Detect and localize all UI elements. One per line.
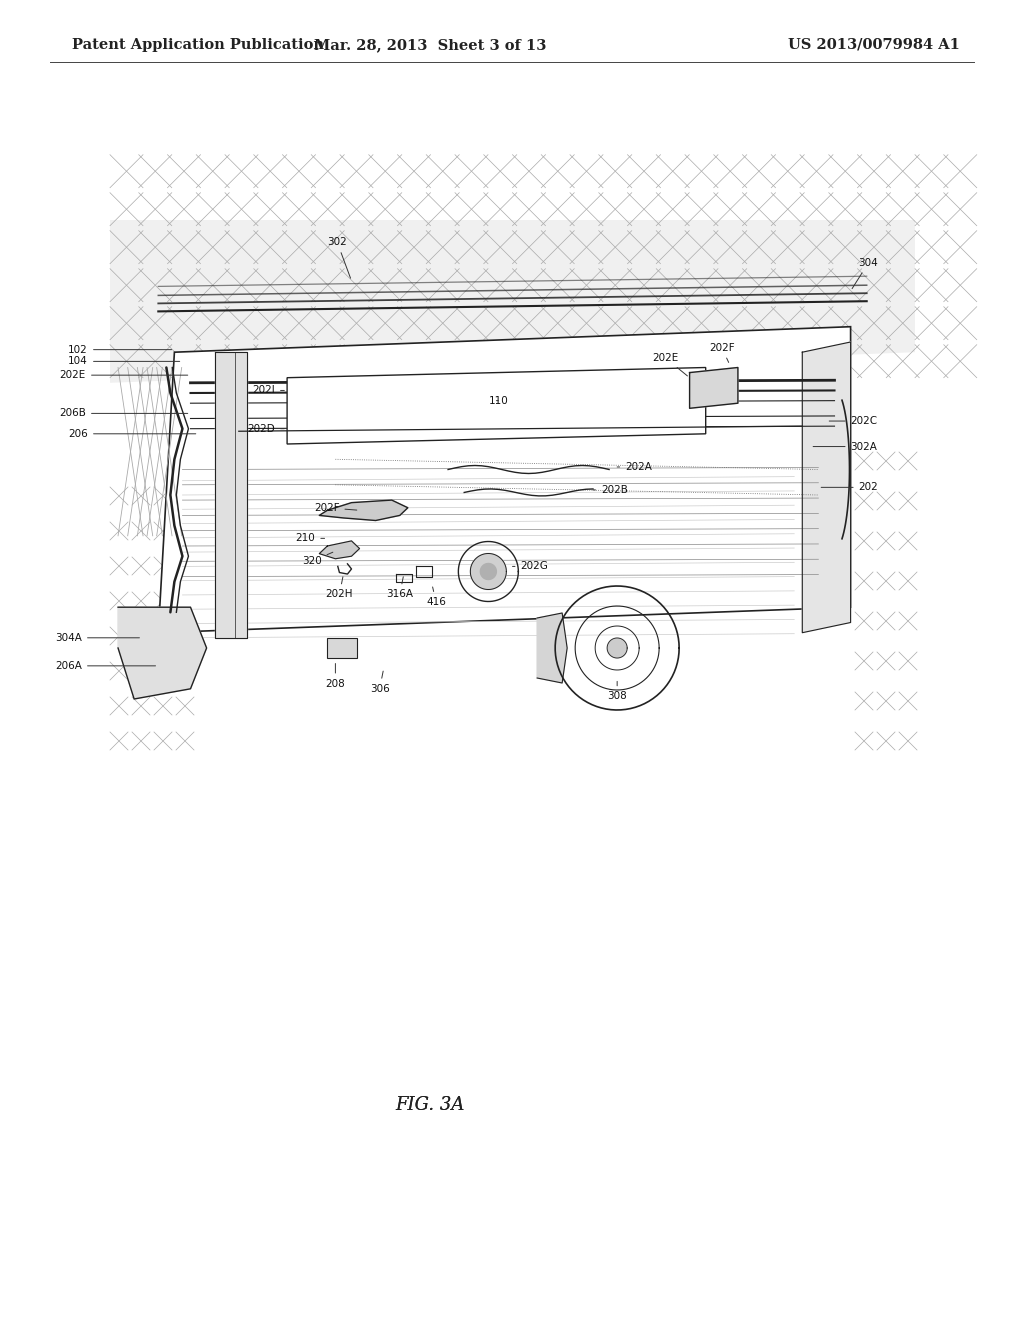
Polygon shape xyxy=(287,367,706,444)
Text: 202E: 202E xyxy=(59,370,187,380)
Text: 202: 202 xyxy=(821,482,879,492)
Text: Patent Application Publication: Patent Application Publication xyxy=(72,38,324,51)
Polygon shape xyxy=(480,564,497,579)
Polygon shape xyxy=(470,553,506,590)
Text: FIG. 3A: FIG. 3A xyxy=(395,1096,465,1114)
Text: 316A: 316A xyxy=(386,577,414,599)
Text: FIG. 3A: FIG. 3A xyxy=(395,1096,465,1114)
Text: 206B: 206B xyxy=(59,408,187,418)
Text: 202E: 202E xyxy=(652,352,687,376)
Polygon shape xyxy=(110,220,915,383)
Text: 304A: 304A xyxy=(55,632,139,643)
Polygon shape xyxy=(319,500,408,520)
Text: 308: 308 xyxy=(607,681,627,701)
Text: 306: 306 xyxy=(370,671,389,694)
Bar xyxy=(328,638,357,659)
Text: 202C: 202C xyxy=(829,416,878,426)
Text: 206A: 206A xyxy=(55,661,156,671)
Polygon shape xyxy=(689,367,738,408)
Text: 202F: 202F xyxy=(709,343,734,363)
Polygon shape xyxy=(538,612,567,682)
Text: 302A: 302A xyxy=(813,442,878,451)
Polygon shape xyxy=(607,638,627,657)
Text: 320: 320 xyxy=(302,552,333,566)
Text: 202H: 202H xyxy=(326,577,353,599)
Polygon shape xyxy=(802,342,851,632)
Text: 304: 304 xyxy=(852,257,879,289)
Text: 302: 302 xyxy=(328,238,350,279)
Text: 208: 208 xyxy=(326,664,345,689)
Text: 202I: 202I xyxy=(252,385,285,396)
Text: 110: 110 xyxy=(488,396,508,405)
Text: Mar. 28, 2013  Sheet 3 of 13: Mar. 28, 2013 Sheet 3 of 13 xyxy=(313,38,546,51)
Text: 202A: 202A xyxy=(617,462,652,473)
Polygon shape xyxy=(319,541,359,558)
Text: 202B: 202B xyxy=(593,484,628,495)
Text: 210: 210 xyxy=(296,533,325,544)
Text: 416: 416 xyxy=(426,587,446,607)
Text: 202D: 202D xyxy=(247,424,285,434)
Text: 202G: 202G xyxy=(512,561,549,572)
Text: 206: 206 xyxy=(69,429,196,438)
Text: 202F: 202F xyxy=(313,503,356,512)
Text: 102: 102 xyxy=(69,345,172,355)
Polygon shape xyxy=(118,607,207,700)
Polygon shape xyxy=(215,352,247,638)
Polygon shape xyxy=(159,327,851,632)
Text: 104: 104 xyxy=(69,356,179,367)
Text: US 2013/0079984 A1: US 2013/0079984 A1 xyxy=(788,38,961,51)
